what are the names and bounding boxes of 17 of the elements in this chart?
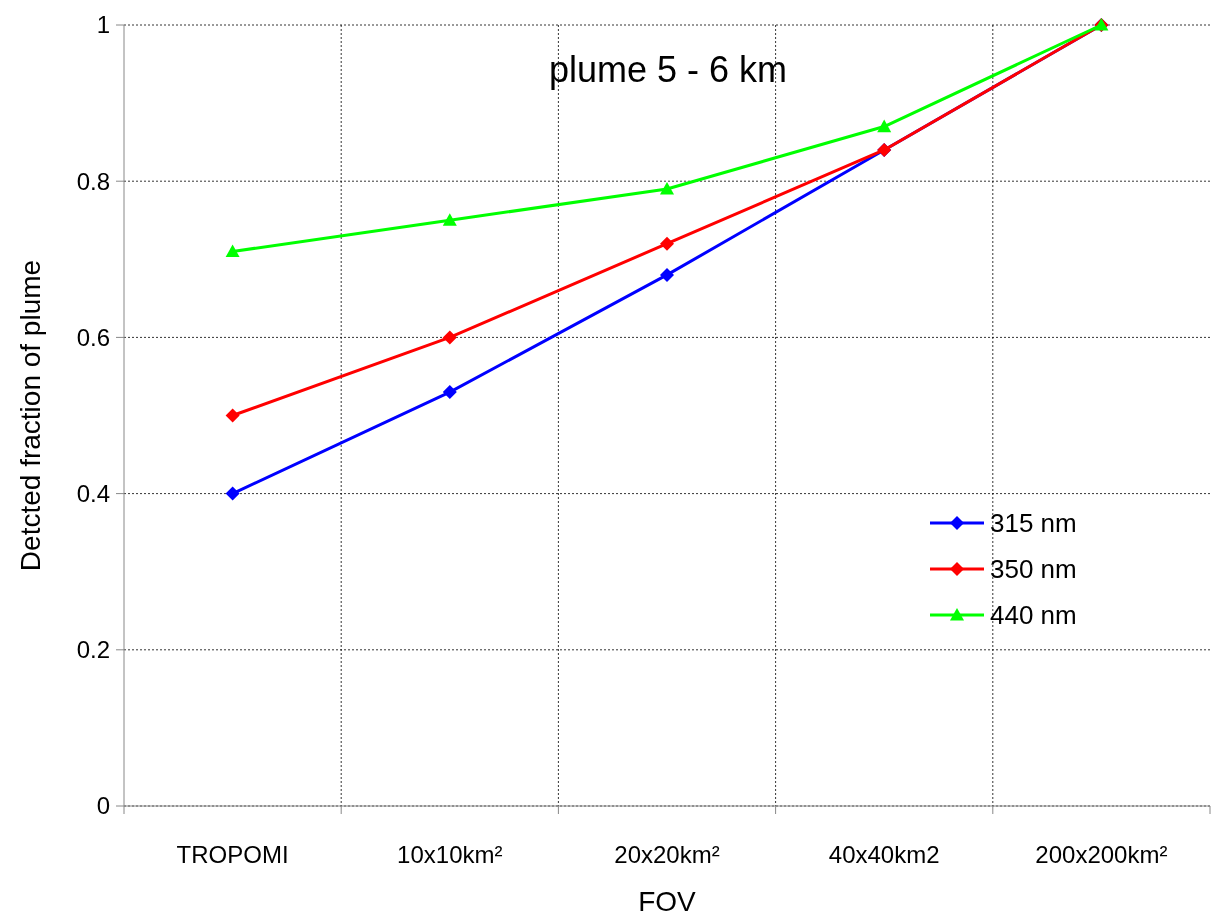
y-tick-label: 0.4 <box>76 480 110 507</box>
y-tick-label: 0.8 <box>76 167 110 195</box>
x-tick-label: 20x20km² <box>614 841 720 868</box>
y-tick-label: 0.2 <box>76 636 110 664</box>
x-axis-title: FOV <box>638 886 697 917</box>
x-tick-label: 10x10km² <box>397 841 503 868</box>
legend-label: 315 nm <box>990 508 1077 539</box>
x-tick-label: 40x40km2 <box>828 841 940 868</box>
legend-label: 350 nm <box>990 554 1077 585</box>
legend-label: 440 nm <box>990 600 1077 631</box>
y-tick-label: 0.6 <box>76 323 110 351</box>
y-axis-title: Detcted fraction of plume <box>15 259 46 572</box>
x-tick-label: TROPOMI <box>176 841 289 868</box>
y-tick-label: 0 <box>96 792 110 820</box>
text: plume 5 - 6 km <box>548 49 788 90</box>
y-tick-label: 1 <box>96 11 110 39</box>
x-tick-label: 200x200km² <box>1035 841 1168 868</box>
